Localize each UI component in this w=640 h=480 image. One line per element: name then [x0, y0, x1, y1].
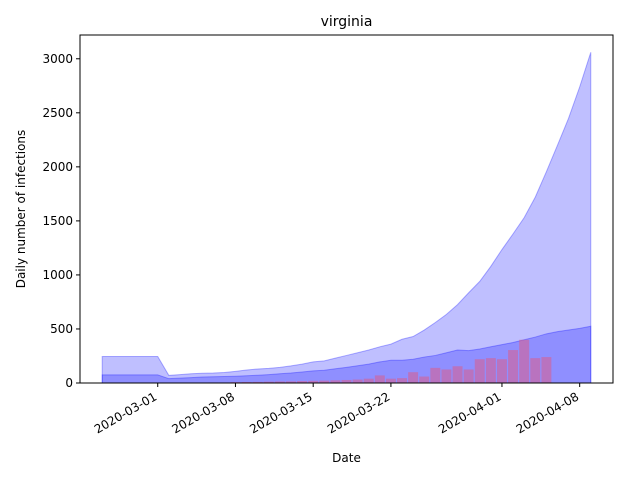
bar	[408, 372, 419, 383]
bar	[374, 375, 385, 383]
x-tick-label: 2020-03-15	[247, 389, 314, 436]
bar	[297, 381, 308, 383]
bar	[385, 378, 396, 383]
bar	[452, 366, 463, 383]
x-axis-label: Date	[332, 451, 361, 465]
y-tick-label: 0	[65, 376, 73, 390]
bar	[252, 381, 263, 383]
y-tick-label: 3000	[42, 52, 73, 66]
bar	[485, 358, 496, 383]
bar	[263, 381, 274, 383]
y-axis-label: Daily number of infections	[14, 130, 28, 289]
y-tick-label: 1000	[42, 268, 73, 282]
y-tick-label: 2500	[42, 106, 73, 120]
bars	[174, 339, 552, 383]
y-tick-label: 1500	[42, 214, 73, 228]
plot-frame	[79, 34, 614, 384]
bar	[474, 359, 485, 383]
bar	[519, 339, 530, 383]
x-tick-label: 2020-04-01	[436, 389, 503, 436]
x-tick-label: 2020-03-01	[92, 389, 159, 436]
x-tick-label: 2020-03-22	[325, 389, 392, 436]
bar	[341, 379, 352, 383]
y-tick-label: 2000	[42, 160, 73, 174]
bar	[352, 379, 363, 383]
bar	[541, 357, 552, 383]
x-tick-label: 2020-04-08	[514, 389, 581, 436]
bar	[274, 381, 285, 383]
band-areas	[101, 52, 592, 384]
band-area-1	[101, 52, 592, 384]
y-axis: 0 500 1000 1500 2000 2500 3000	[42, 52, 80, 390]
bar	[508, 350, 519, 383]
bar	[463, 369, 474, 383]
bar	[430, 367, 441, 383]
x-axis: 2020-03-01 2020-03-08 2020-03-15 2020-03-22…	[92, 383, 581, 436]
bar	[419, 376, 430, 383]
bar	[397, 378, 408, 383]
y-tick-label: 500	[50, 322, 73, 336]
bar	[308, 380, 319, 383]
bar	[363, 378, 374, 383]
bar	[530, 358, 541, 383]
chart-title: virginia	[321, 14, 373, 30]
bar	[330, 380, 341, 383]
bar	[285, 381, 296, 383]
bar	[441, 369, 452, 383]
x-tick-label: 2020-03-08	[170, 389, 237, 436]
bar	[496, 359, 507, 383]
bar	[319, 380, 330, 383]
